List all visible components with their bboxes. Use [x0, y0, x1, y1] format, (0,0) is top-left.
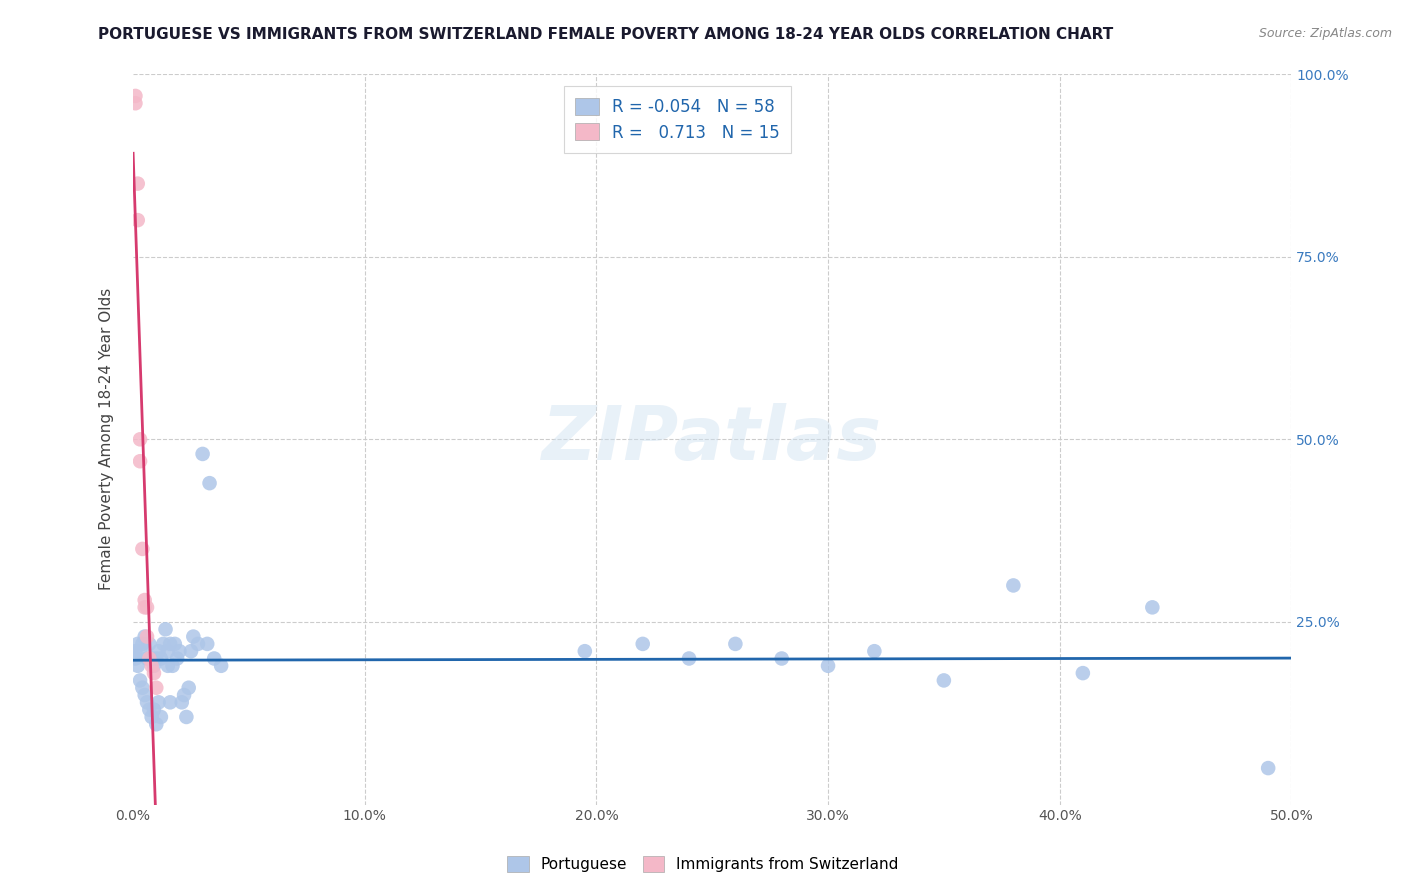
Point: [141, 710, 163, 724]
Point: [1257, 761, 1279, 775]
Point: [145, 717, 167, 731]
Point: [155, 622, 177, 636]
Point: [131, 541, 153, 556]
Point: [148, 695, 170, 709]
Point: [136, 695, 159, 709]
Point: [141, 651, 163, 665]
Point: [183, 630, 205, 644]
Point: [162, 658, 184, 673]
Point: [166, 651, 188, 665]
Point: [134, 593, 156, 607]
Point: [134, 688, 156, 702]
Point: [143, 703, 166, 717]
Point: [678, 651, 700, 665]
Point: [134, 630, 156, 644]
Point: [145, 681, 167, 695]
Legend: Portuguese, Immigrants from Switzerland: Portuguese, Immigrants from Switzerland: [499, 848, 907, 880]
Point: [141, 658, 163, 673]
Point: [180, 644, 202, 658]
Point: [124, 644, 146, 658]
Text: ZIPatlas: ZIPatlas: [543, 403, 882, 475]
Point: [156, 658, 179, 673]
Point: [163, 637, 186, 651]
Point: [138, 637, 160, 651]
Point: [131, 637, 153, 651]
Point: [134, 600, 156, 615]
Y-axis label: Female Poverty Among 18-24 Year Olds: Female Poverty Among 18-24 Year Olds: [100, 288, 114, 591]
Point: [817, 658, 839, 673]
Point: [159, 637, 181, 651]
Point: [631, 637, 654, 651]
Point: [138, 703, 160, 717]
Point: [138, 651, 160, 665]
Point: [143, 666, 166, 681]
Point: [198, 476, 221, 491]
Point: [574, 644, 596, 658]
Point: [152, 637, 174, 651]
Point: [770, 651, 793, 665]
Point: [124, 651, 146, 665]
Point: [187, 637, 209, 651]
Point: [149, 710, 172, 724]
Point: [195, 637, 218, 651]
Point: [127, 213, 149, 227]
Point: [136, 630, 159, 644]
Point: [136, 600, 159, 615]
Point: [176, 710, 198, 724]
Point: [202, 651, 225, 665]
Point: [1142, 600, 1164, 615]
Point: [143, 658, 166, 673]
Point: [209, 658, 232, 673]
Point: [127, 658, 149, 673]
Legend: R = -0.054   N = 58, R =   0.713   N = 15: R = -0.054 N = 58, R = 0.713 N = 15: [564, 86, 792, 153]
Point: [159, 695, 181, 709]
Point: [124, 96, 146, 111]
Point: [131, 681, 153, 695]
Point: [129, 433, 152, 447]
Point: [148, 644, 170, 658]
Point: [191, 447, 214, 461]
Text: Source: ZipAtlas.com: Source: ZipAtlas.com: [1258, 27, 1392, 40]
Point: [170, 695, 193, 709]
Point: [136, 651, 159, 665]
Point: [173, 688, 195, 702]
Point: [129, 673, 152, 688]
Point: [863, 644, 886, 658]
Point: [169, 644, 191, 658]
Point: [129, 454, 152, 468]
Point: [145, 651, 167, 665]
Point: [724, 637, 747, 651]
Text: PORTUGUESE VS IMMIGRANTS FROM SWITZERLAND FEMALE POVERTY AMONG 18-24 YEAR OLDS C: PORTUGUESE VS IMMIGRANTS FROM SWITZERLAN…: [98, 27, 1114, 42]
Point: [156, 644, 179, 658]
Point: [127, 637, 149, 651]
Point: [932, 673, 955, 688]
Point: [124, 89, 146, 103]
Point: [1002, 578, 1025, 592]
Point: [177, 681, 200, 695]
Point: [129, 644, 152, 658]
Point: [127, 177, 149, 191]
Point: [1071, 666, 1094, 681]
Point: [149, 651, 172, 665]
